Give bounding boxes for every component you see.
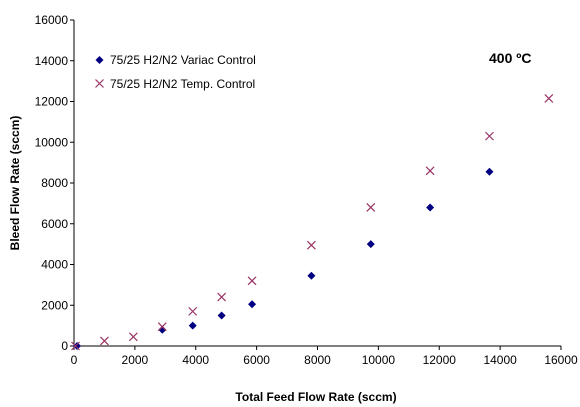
variac-control-point [307, 271, 316, 280]
variac-control-point [158, 325, 167, 334]
y-axis-title: Bleed Flow Rate (sccm) [8, 116, 22, 251]
variac-control-point [188, 321, 197, 330]
x-tick-label: 10000 [362, 353, 396, 367]
x-tick-label: 16000 [544, 353, 578, 367]
temp-control-point [71, 341, 80, 351]
legend-label-temp-control: 75/25 H2/N2 Temp. Control [110, 77, 255, 91]
temp-control-point [485, 131, 494, 141]
legend-item-temp-control: 75/25 H2/N2 Temp. Control [95, 77, 255, 91]
temp-control-point [366, 203, 376, 212]
y-tick-label: 10000 [35, 135, 69, 149]
temp-control-point [128, 332, 138, 342]
variac-control-point [485, 167, 494, 176]
y-tick-label: 4000 [41, 258, 68, 272]
y-tick-label: 2000 [41, 298, 68, 312]
y-tick-label: 8000 [41, 176, 68, 190]
y-tick-label: 14000 [35, 54, 69, 68]
x-tick-label: 14000 [483, 353, 517, 367]
legend-label-variac-control: 75/25 H2/N2 Variac Control [110, 53, 256, 67]
x-tick-label: 0 [71, 353, 78, 367]
variac-control-point [248, 300, 257, 309]
temp-control-point [247, 276, 257, 286]
data-points [71, 94, 554, 351]
temp-control-point [306, 240, 316, 250]
x-tick-label: 6000 [243, 353, 270, 367]
x-axis-title: Total Feed Flow Rate (sccm) [235, 390, 396, 404]
temp-control-point [100, 336, 109, 346]
tick-labels: 0 2000 4000 6000 8000 10000 12000 14000 16000 0 20… [35, 13, 578, 367]
temp-control-point [544, 94, 554, 103]
temp-control-point [157, 322, 167, 332]
legend-x-marker [95, 79, 104, 88]
x-tick-label: 2000 [122, 353, 149, 367]
legend: 75/25 H2/N2 Variac Control 75/25 H2/N2 T… [95, 53, 256, 91]
x-tick-label: 4000 [182, 353, 209, 367]
temp-control-point [425, 166, 435, 176]
variac-control-point [366, 240, 375, 249]
legend-item-variac-control: 75/25 H2/N2 Variac Control [95, 53, 256, 67]
y-tick-label: 12000 [35, 95, 69, 109]
temp-control-point [217, 292, 227, 302]
y-tick-label: 16000 [35, 13, 69, 27]
y-tick-label: 0 [61, 339, 68, 353]
variac-control-point [426, 203, 435, 212]
variac-control-point [217, 311, 226, 320]
x-tick-label: 12000 [423, 353, 457, 367]
legend-diamond-marker [95, 56, 104, 64]
temperature-annotation: 400 ºC [489, 50, 531, 66]
variac-control-point [73, 342, 82, 350]
axes [70, 19, 562, 350]
temp-control-point [188, 306, 198, 316]
x-tick-label: 8000 [304, 353, 331, 367]
y-tick-label: 6000 [41, 217, 68, 231]
